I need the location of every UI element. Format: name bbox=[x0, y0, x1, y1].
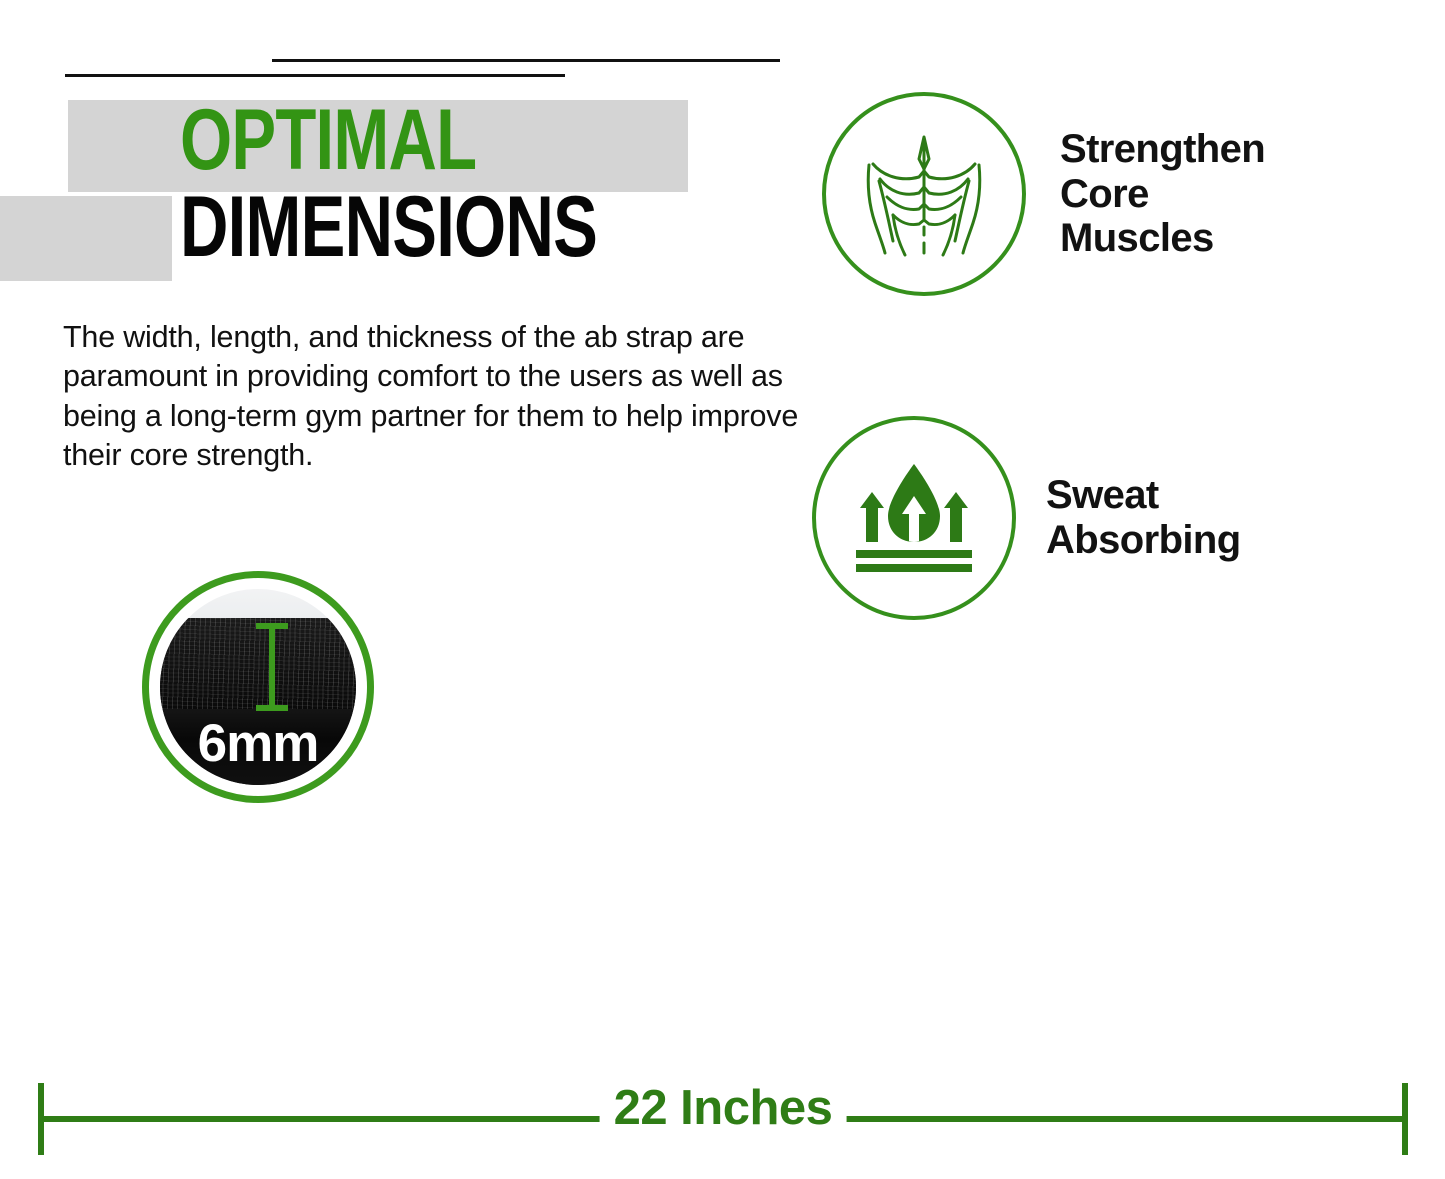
thickness-ibeam-icon bbox=[256, 623, 288, 711]
dimension-endcap-right bbox=[1402, 1083, 1408, 1155]
decorative-rule-top bbox=[272, 59, 780, 62]
sweat-droplet-icon bbox=[856, 464, 972, 572]
headline-primary: OPTIMAL bbox=[180, 92, 477, 188]
ibeam-stem bbox=[269, 623, 275, 711]
thickness-callout-circle: 6mm bbox=[142, 571, 374, 803]
feature-label-sweat-absorbing: Sweat Absorbing bbox=[1046, 473, 1241, 562]
strap-base-surface bbox=[160, 708, 356, 785]
dimension-width-label: 22 Inches bbox=[599, 1080, 847, 1136]
dimension-line-vertical bbox=[738, 691, 743, 1090]
decorative-rule-bottom bbox=[65, 74, 565, 77]
headline-secondary: DIMENSIONS bbox=[180, 179, 598, 275]
dimension-height-marker: 6” bbox=[716, 691, 798, 1090]
feature-icon-circle bbox=[822, 92, 1026, 296]
feature-icon-circle bbox=[812, 416, 1016, 620]
headline-plate-upper bbox=[68, 100, 688, 192]
description-paragraph: The width, length, and thickness of the … bbox=[63, 320, 799, 473]
headline-plate-lower bbox=[0, 196, 172, 281]
ibeam-cap-bottom bbox=[256, 705, 288, 711]
feature-badge-core-muscles: Strengthen Core Muscles bbox=[822, 92, 1266, 296]
abs-torso-icon bbox=[866, 135, 982, 257]
thickness-callout-inner: 6mm bbox=[155, 584, 361, 790]
dimension-height-label: 6” bbox=[750, 864, 798, 916]
dimension-width-marker: 22 Inches bbox=[38, 1080, 1408, 1159]
thickness-value-label: 6mm bbox=[197, 714, 320, 773]
feature-badge-sweat-absorbing: Sweat Absorbing bbox=[812, 416, 1241, 620]
feature-label-core-muscles: Strengthen Core Muscles bbox=[1060, 126, 1266, 261]
strap-weave-texture bbox=[160, 618, 356, 709]
